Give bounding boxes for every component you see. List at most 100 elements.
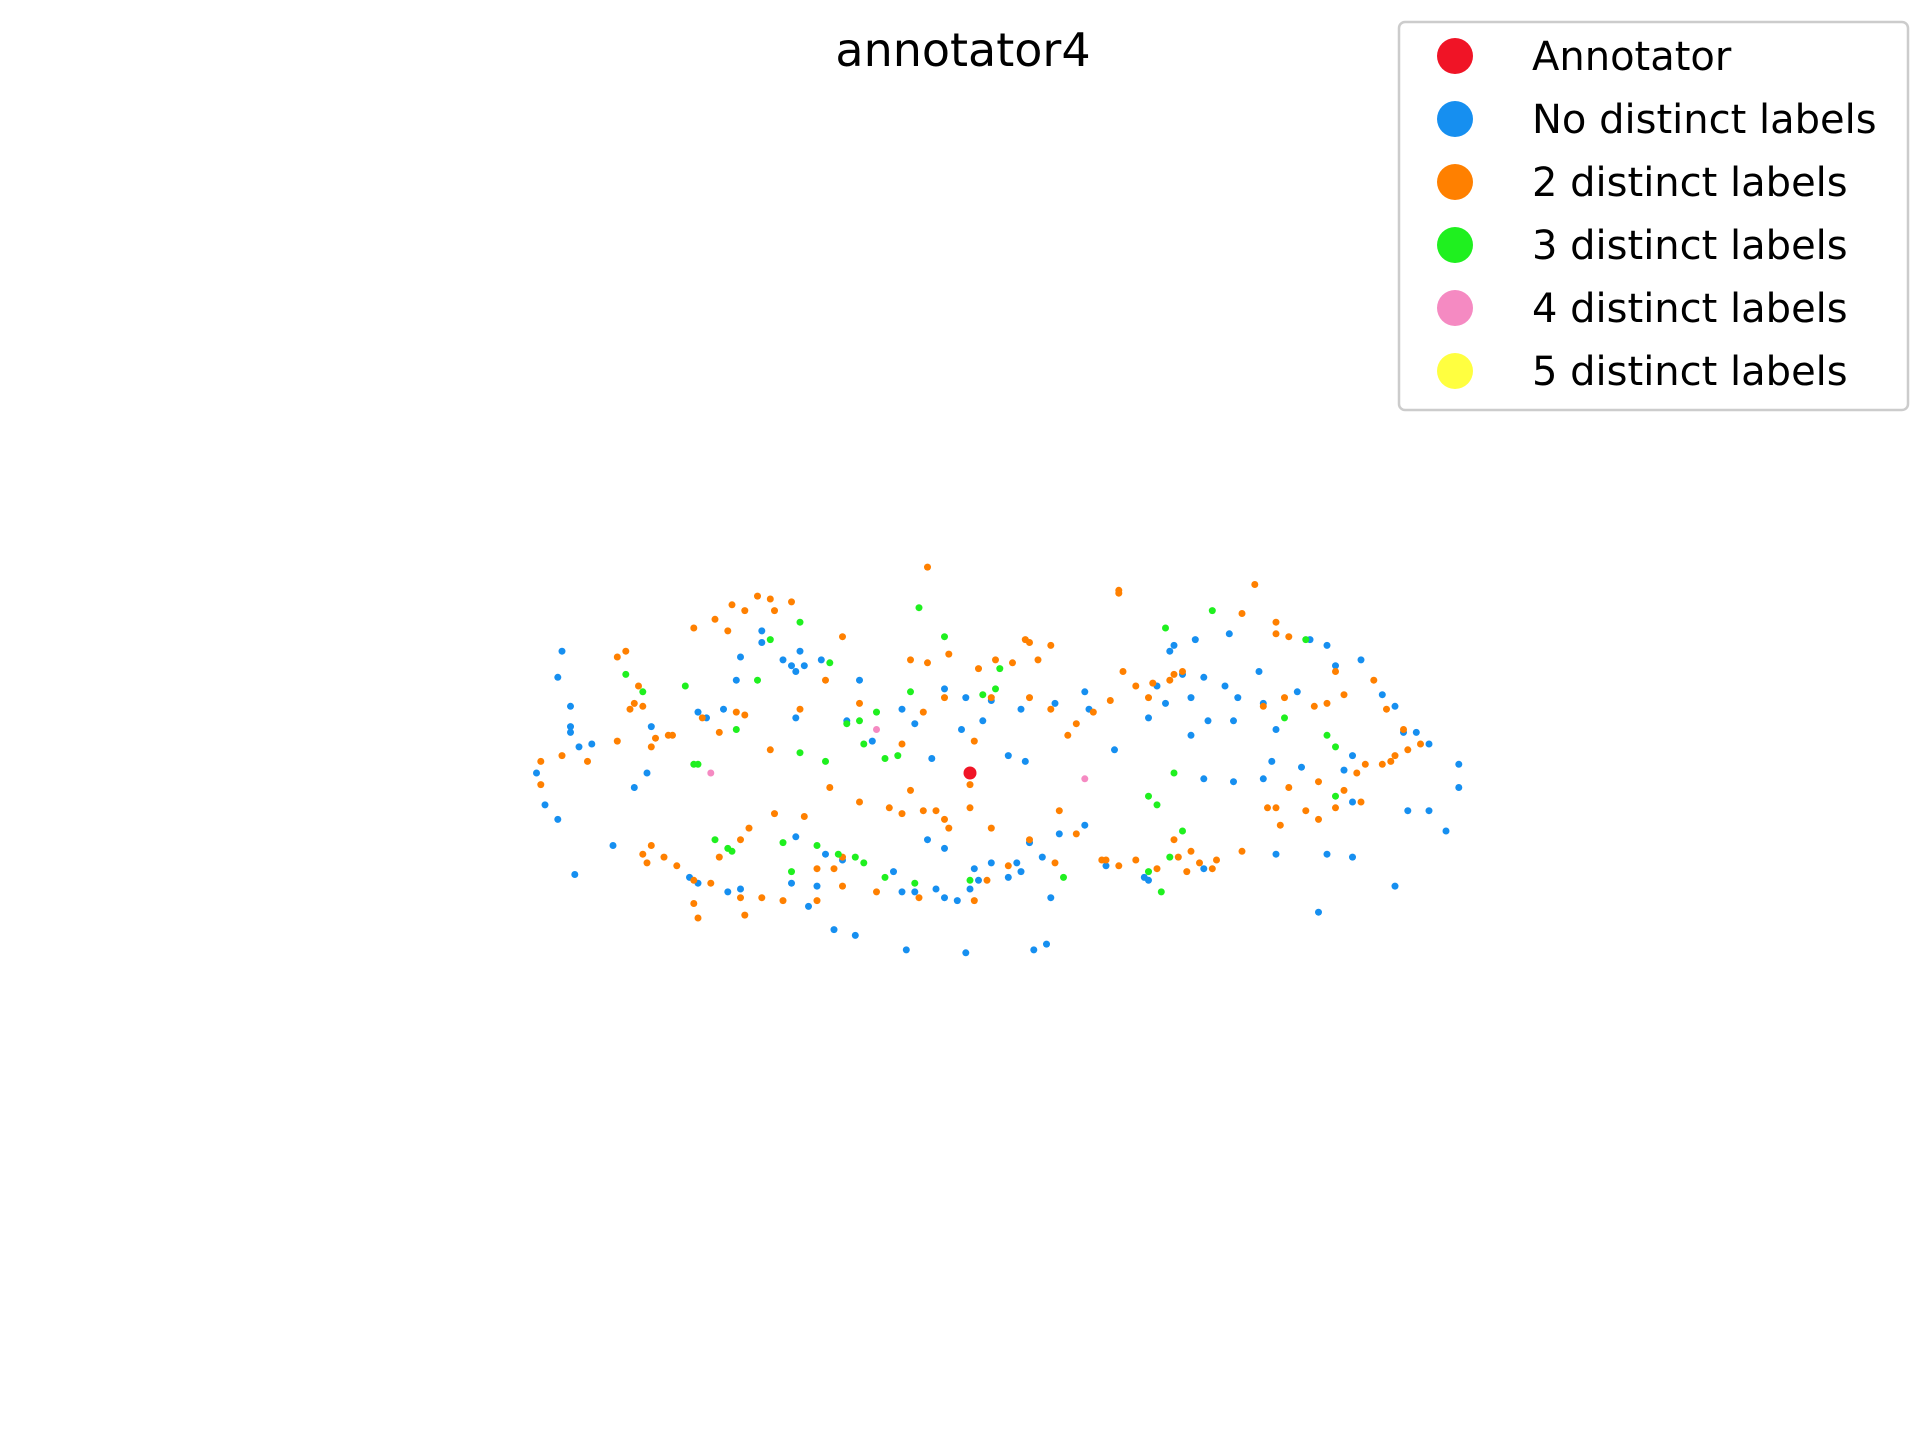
scatter-point-2-142: [1285, 784, 1293, 791]
scatter-point-2-107: [707, 879, 715, 887]
scatter-point-2-71: [1404, 746, 1412, 754]
scatter-point-2-149: [537, 757, 545, 765]
scatter-point-1-106: [575, 743, 583, 751]
scatter-point-2-54: [1089, 708, 1097, 716]
annotator-point: [963, 766, 977, 780]
scatter-point-1-7: [856, 676, 863, 684]
legend-items: Annotator No distinct labels 2 distinct la…: [1437, 34, 1877, 395]
scatter-point-2-63: [1238, 610, 1246, 617]
scatter-point-2-17: [652, 734, 659, 742]
scatter-point-2-23: [635, 682, 642, 690]
scatter-point-2-100: [813, 897, 821, 905]
scatter-point-2-26: [724, 627, 732, 635]
scatter-point-1-113: [911, 720, 919, 728]
scatter-point-1-109: [694, 708, 702, 716]
scatter-point-2-98: [813, 865, 821, 873]
scatter-point-2-116: [745, 824, 753, 832]
scatter-point-1-52: [630, 784, 638, 791]
scatter-point-2-50: [1149, 679, 1157, 687]
scatter-point-1-40: [890, 868, 897, 876]
scatter-point-2-2: [919, 708, 927, 716]
scatter-point-2-5: [1026, 694, 1033, 702]
scatter-point-1-64: [902, 946, 910, 954]
scatter-point-3-22: [1166, 853, 1174, 861]
scatter-point-2-44: [1009, 659, 1016, 667]
scatter-point-1-94: [1442, 827, 1450, 835]
scatter-point-3-45: [622, 670, 630, 678]
scatter-point-1-47: [788, 879, 795, 887]
scatter-point-1-112: [792, 714, 800, 722]
scatter-point-2-20: [639, 702, 647, 710]
scatter-point-3-30: [851, 853, 859, 861]
scatter-point-1-22: [1349, 798, 1356, 806]
scatter-point-1-35: [953, 897, 961, 905]
scatter-point-1-56: [732, 676, 740, 684]
scatter-point-4-1: [1081, 775, 1089, 783]
scatter-point-1-103: [558, 647, 566, 655]
scatter-point-2-21: [626, 705, 634, 713]
scatter-point-2-103: [690, 900, 698, 907]
scatter-point-2-8: [970, 737, 978, 745]
scatter-point-1-71: [970, 865, 978, 873]
scatter-point-2-123: [907, 786, 914, 794]
scatter-point-2-75: [1361, 760, 1369, 768]
scatter-point-2-85: [1183, 868, 1191, 876]
scatter-point-3-1: [941, 633, 948, 641]
scatter-point-1-10: [796, 647, 804, 655]
scatter-point-1-37: [932, 885, 940, 893]
scatter-point-1-16: [1293, 688, 1301, 696]
scatter-point-2-105: [741, 911, 749, 919]
scatter-point-1-74: [1055, 830, 1063, 838]
scatter-point-1-45: [830, 926, 838, 934]
scatter-point-1-54: [800, 662, 808, 670]
scatter-point-2-78: [1340, 786, 1348, 794]
scatter-point-2-145: [715, 728, 723, 736]
scatter-point-1-96: [1455, 760, 1463, 768]
scatter-point-2-111: [643, 859, 651, 867]
scatter-point-1-63: [805, 902, 812, 910]
scatter-point-3-6: [873, 708, 880, 716]
scatter-point-3-15: [1323, 731, 1331, 739]
scatter-point-1-38: [911, 888, 919, 896]
scatter-point-3-42: [796, 749, 804, 757]
scatter-point-3-13: [1302, 636, 1310, 644]
scatter-point-2-57: [1281, 694, 1288, 702]
scatter-point-1-111: [720, 705, 727, 713]
scatter-point-1-128: [1200, 775, 1208, 783]
scatter-point-1-101: [567, 723, 574, 731]
scatter-point-1-31: [1017, 868, 1025, 876]
legend-label-3: 3 distinct labels: [1532, 223, 1848, 269]
scatter-point-2-42: [924, 659, 931, 667]
scatter-point-1-83: [1191, 636, 1199, 644]
scatter-point-2-91: [1004, 862, 1012, 870]
legend-box: [1397, 20, 1910, 412]
scatter-point-2-137: [1187, 847, 1195, 855]
scatter-point-2-6: [1047, 705, 1055, 713]
scatter-point-2-76: [1353, 769, 1361, 777]
scatter-point-2-49: [1166, 676, 1174, 684]
scatter-point-1-33: [975, 876, 982, 884]
scatter-point-2-66: [1285, 633, 1293, 641]
scatter-point-2-51: [1145, 694, 1152, 702]
scatter-point-3-40: [681, 682, 689, 690]
scatter-point-2-61: [1332, 668, 1339, 675]
legend-marker-0: [1437, 38, 1473, 74]
scatter-point-1-53: [609, 842, 617, 849]
scatter-point-3-19: [1145, 792, 1152, 800]
scatter-point-2-138: [1196, 859, 1203, 867]
scatter-point-1-4: [979, 717, 987, 725]
scatter-point-2-59: [1323, 699, 1331, 707]
scatter-point-2-80: [1315, 815, 1322, 823]
scatter-point-2-67: [1370, 676, 1378, 684]
scatter-point-2-109: [673, 862, 681, 870]
scatter-point-2-14: [732, 708, 740, 716]
scatter-point-3-33: [779, 839, 787, 847]
scatter-point-1-6: [1004, 752, 1012, 760]
scatter-point-3-43: [822, 757, 829, 765]
scatter-point-2-62: [1272, 630, 1280, 638]
scatter-point-1-36: [941, 894, 948, 902]
scatter-point-2-144: [669, 731, 676, 739]
scatter-point-1-98: [1404, 807, 1412, 815]
scatter-point-2-27: [741, 607, 749, 615]
scatter-point-1-17: [1272, 726, 1280, 733]
